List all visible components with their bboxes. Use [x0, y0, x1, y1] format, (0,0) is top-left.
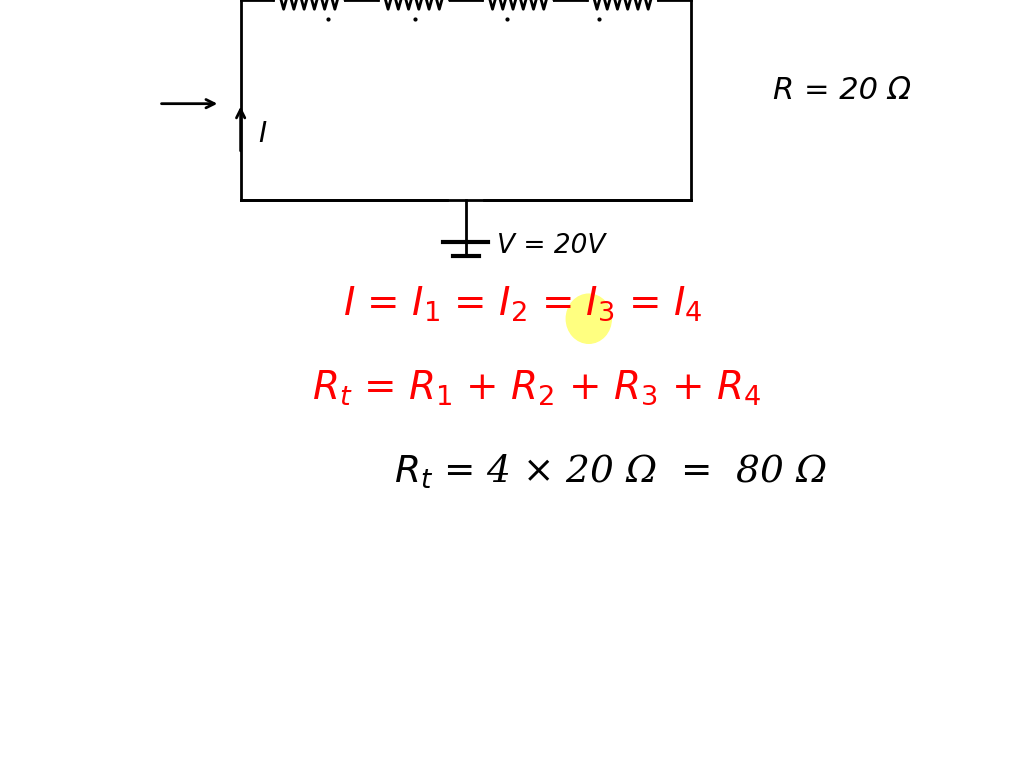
Text: $\it{I}$ = $\it{I}_1$ = $\it{I}_2$ = $\it{I}_3$ = $\it{I}_4$: $\it{I}$ = $\it{I}_1$ = $\it{I}_2$ = $\i…	[343, 284, 702, 323]
Text: $\it{R}_t$ = $\it{R}_1$ + $\it{R}_2$ + $\it{R}_3$ + $\it{R}_4$: $\it{R}_t$ = $\it{R}_1$ + $\it{R}_2$ + $…	[312, 369, 761, 407]
Text: $\it{R}_t$ = 4 × 20 Ω  =  80 Ω: $\it{R}_t$ = 4 × 20 Ω = 80 Ω	[394, 453, 827, 492]
Text: R = 20 Ω: R = 20 Ω	[773, 76, 911, 105]
Ellipse shape	[566, 294, 611, 343]
Text: V = 20V: V = 20V	[497, 233, 605, 259]
Text: I: I	[258, 121, 266, 148]
